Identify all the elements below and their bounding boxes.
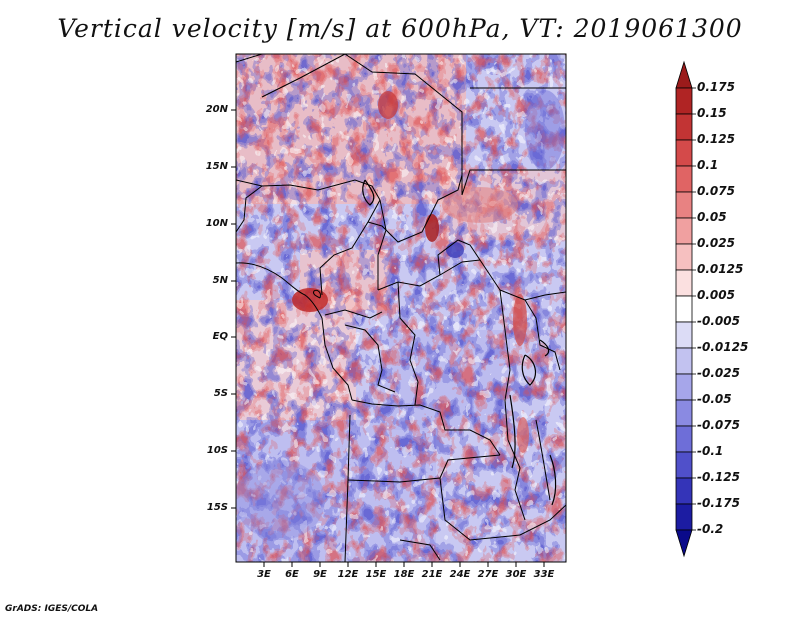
colorbar-swatch	[675, 451, 693, 479]
colorbar-label: 0.075	[697, 184, 735, 198]
colorbar-swatch	[675, 87, 693, 115]
colorbar-label: 0.125	[697, 132, 735, 146]
colorbar-swatch	[675, 477, 693, 505]
lake-outlines	[362, 179, 557, 506]
map-title: Vertical velocity [m/s] at 600hPa, VT: 2…	[57, 14, 743, 43]
colorbar-label: -0.005	[697, 314, 740, 328]
lon-label: 12E	[337, 569, 359, 580]
colorbar-label: 0.005	[697, 288, 735, 302]
colorbar-swatch	[675, 139, 693, 167]
lat-label: 20N	[205, 104, 228, 115]
colorbar-swatch	[675, 217, 693, 245]
lon-label: 9E	[313, 569, 327, 580]
colorbar-label: 0.175	[697, 80, 735, 94]
lon-label: 18E	[393, 569, 415, 580]
lat-label: 5S	[213, 388, 228, 399]
velocity-field	[236, 54, 566, 562]
colorbar-swatch	[675, 347, 693, 375]
colorbar-label: -0.05	[697, 392, 732, 406]
footer-credit: GrADS: IGES/COLA	[5, 604, 99, 614]
colorbar-swatch	[675, 191, 693, 219]
map-frame	[235, 53, 567, 563]
lon-label: 6E	[285, 569, 299, 580]
colorbar-label: -0.0125	[697, 340, 749, 354]
colorbar-swatch	[675, 399, 693, 427]
colorbar-label: -0.2	[697, 522, 724, 536]
lat-label: 15N	[205, 161, 228, 172]
colorbar-swatch	[675, 113, 693, 141]
colorbar-label: -0.075	[697, 418, 740, 432]
colorbar-label: -0.1	[697, 444, 724, 458]
lon-label: 21E	[421, 569, 443, 580]
lat-label: 5N	[212, 275, 228, 286]
lon-label: 15E	[365, 569, 387, 580]
colorbar-label: 0.0125	[697, 262, 744, 276]
colorbar-swatch	[675, 373, 693, 401]
colorbar-swatch	[675, 529, 693, 558]
lat-label: 10N	[205, 218, 228, 229]
axis-ticks	[231, 109, 545, 567]
colorbar-swatch	[675, 60, 693, 89]
lat-label: EQ	[212, 331, 228, 342]
lat-label: 10S	[206, 445, 228, 456]
colorbar-label: 0.05	[697, 210, 727, 224]
country-boundaries	[236, 54, 566, 562]
colorbar-label: 0.15	[697, 106, 727, 120]
colorbar-swatch	[675, 269, 693, 297]
colorbar-label: -0.125	[697, 470, 740, 484]
colorbar-swatch	[675, 295, 693, 323]
lon-label: 27E	[477, 569, 499, 580]
colorbar-label: -0.175	[697, 496, 740, 510]
colorbar-swatch	[675, 321, 693, 349]
colorbar-swatch	[675, 503, 693, 531]
lon-label: 30E	[505, 569, 527, 580]
colorbar-label: 0.025	[697, 236, 735, 250]
colorbar-label: 0.1	[697, 158, 719, 172]
lon-label: 33E	[533, 569, 555, 580]
lon-label: 3E	[257, 569, 271, 580]
lon-label: 24E	[449, 569, 471, 580]
colorbar-swatch	[675, 243, 693, 271]
colorbar-swatch	[675, 165, 693, 193]
colorbar-label: -0.025	[697, 366, 740, 380]
lat-label: 15S	[206, 502, 228, 513]
colorbar-swatch	[675, 425, 693, 453]
